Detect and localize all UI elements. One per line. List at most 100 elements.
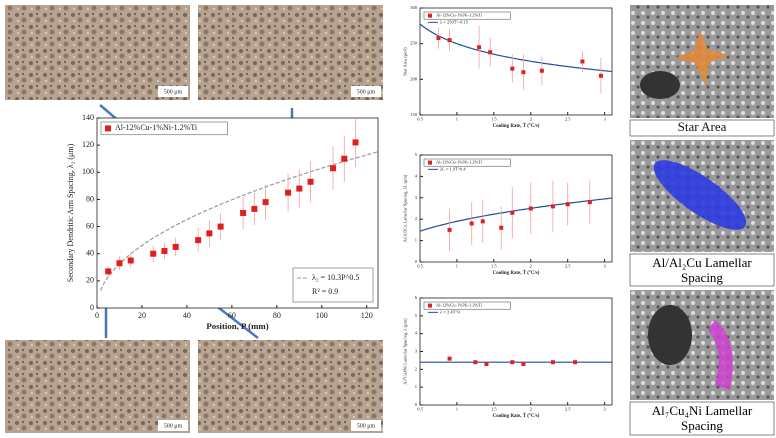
data-point xyxy=(262,199,269,206)
chart: 0 20 40 60 80 100 120 140 0 20 40 60 80 100 120 Positio… xyxy=(66,113,379,331)
data-point xyxy=(598,73,603,78)
data-point xyxy=(105,268,112,275)
data-point xyxy=(488,50,493,55)
sem-panel xyxy=(630,290,774,400)
legend xyxy=(423,158,511,167)
x-tick-label: 1 xyxy=(456,264,458,269)
micrograph: 500 μm xyxy=(198,340,383,433)
scale-bar: 500 μm xyxy=(164,423,183,429)
y-tick-label: 4 xyxy=(415,331,418,336)
data-point xyxy=(447,227,452,232)
micrograph: 500 μm xyxy=(5,5,190,100)
data-point xyxy=(285,189,292,196)
y-tick-label: 80 xyxy=(86,194,94,203)
fit-curve xyxy=(419,197,613,232)
y-tick-label: 2 xyxy=(415,366,417,371)
y-tick-label: 120 xyxy=(82,140,94,149)
y-axis-label: Al/Al2Cu Lamellar Spacing, λL (μm) xyxy=(403,174,409,242)
x-axis-label: Cooling Rate, Ṫ (°C/s) xyxy=(493,413,540,419)
legend-label: Al-12%Cu-1%Ni-1.2%Ti xyxy=(436,160,483,165)
y-tick-label: 0 xyxy=(415,259,418,264)
sem-panel xyxy=(630,140,774,252)
chart: 0 1 2 3 4 5 6 0.5 1 1.5 2 2.5 3 Cooling Rate, Ṫ (°C/s… xyxy=(403,295,613,419)
data-point xyxy=(469,221,474,226)
data-point xyxy=(510,66,515,71)
x-tick-label: 0 xyxy=(95,311,99,320)
x-tick-label: 2.5 xyxy=(565,407,571,412)
y-tick-label: 5 xyxy=(415,313,418,318)
y-tick-label: 100 xyxy=(82,167,94,176)
legend-label: Al-12%Cu-1%Ni-1.2%Ti xyxy=(436,303,483,308)
data-point xyxy=(296,185,303,192)
data-point xyxy=(251,205,258,212)
data-point xyxy=(206,230,213,237)
data-point xyxy=(447,356,452,361)
data-point xyxy=(172,243,179,250)
legend xyxy=(100,121,228,136)
data-point xyxy=(480,219,485,224)
data-point xyxy=(473,360,478,365)
data-point xyxy=(565,202,570,207)
y-tick-label: 300 xyxy=(410,5,418,10)
x-tick-label: 100 xyxy=(316,311,328,320)
data-point xyxy=(573,360,578,365)
x-tick-label: 1 xyxy=(456,407,458,412)
data-point xyxy=(477,45,482,50)
data-point xyxy=(116,260,123,267)
fit-label: λ = 250Ṫ^-0.15 xyxy=(440,19,469,24)
y-tick-label: 3 xyxy=(415,195,418,200)
x-tick-label: 20 xyxy=(138,311,146,320)
legend xyxy=(423,11,511,20)
panel-label: Al₇Cu₄Ni Lamellar Spacing xyxy=(651,403,753,433)
fit-label: λL = 1.9Ṫ^0.4 xyxy=(440,166,466,171)
x-axis-label: Cooling Rate, Ṫ (°C/s) xyxy=(493,270,540,276)
legend-marker xyxy=(428,303,432,308)
y-axis-label: Al7Cu4Ni Lamellar Spacing, λ (μm) xyxy=(403,318,409,385)
panel-label: Star Area xyxy=(678,119,727,134)
x-tick-label: 120 xyxy=(361,311,373,320)
x-tick-label: 2 xyxy=(530,264,532,269)
y-tick-label: 2 xyxy=(415,216,417,221)
legend-label: Al-12%Cu-1%Ni-1.2%Ti xyxy=(436,13,483,18)
data-point xyxy=(499,225,504,230)
x-tick-label: 80 xyxy=(273,311,281,320)
legend-marker xyxy=(428,160,432,165)
data-point xyxy=(217,223,224,230)
x-axis-label: Position, P (mm) xyxy=(206,321,268,331)
x-tick-label: 0.5 xyxy=(417,264,423,269)
y-tick-label: 3 xyxy=(415,349,418,354)
data-point xyxy=(539,68,544,73)
y-tick-label: 140 xyxy=(82,113,94,122)
data-point xyxy=(341,155,348,162)
data-point xyxy=(521,361,526,366)
y-tick-label: 250 xyxy=(410,41,418,46)
y-tick-label: 150 xyxy=(410,112,418,117)
y-tick-label: 40 xyxy=(86,249,94,258)
data-point xyxy=(510,360,515,365)
data-point xyxy=(150,250,157,257)
x-tick-label: 1 xyxy=(456,117,458,122)
data-point xyxy=(521,70,526,75)
y-tick-label: 4 xyxy=(415,173,418,178)
plot-frame xyxy=(419,297,613,406)
x-tick-label: 2.5 xyxy=(565,264,571,269)
sem-panel xyxy=(630,5,774,118)
data-point xyxy=(330,165,337,172)
x-tick-label: 40 xyxy=(183,311,191,320)
data-point xyxy=(161,248,168,254)
data-point xyxy=(127,257,134,264)
scale-bar: 500 μm xyxy=(357,423,376,429)
x-tick-label: 1.5 xyxy=(491,264,497,269)
x-axis-label: Cooling Rate, Ṫ (°C/s) xyxy=(493,123,540,129)
data-point xyxy=(352,139,359,146)
x-tick-label: 1.5 xyxy=(491,407,497,412)
x-tick-label: 60 xyxy=(228,311,236,320)
plot-frame xyxy=(419,7,613,116)
data-point xyxy=(580,59,585,64)
y-axis-label: Star Area (μm²) xyxy=(403,47,408,76)
data-point xyxy=(550,204,555,209)
data-point xyxy=(510,210,515,215)
